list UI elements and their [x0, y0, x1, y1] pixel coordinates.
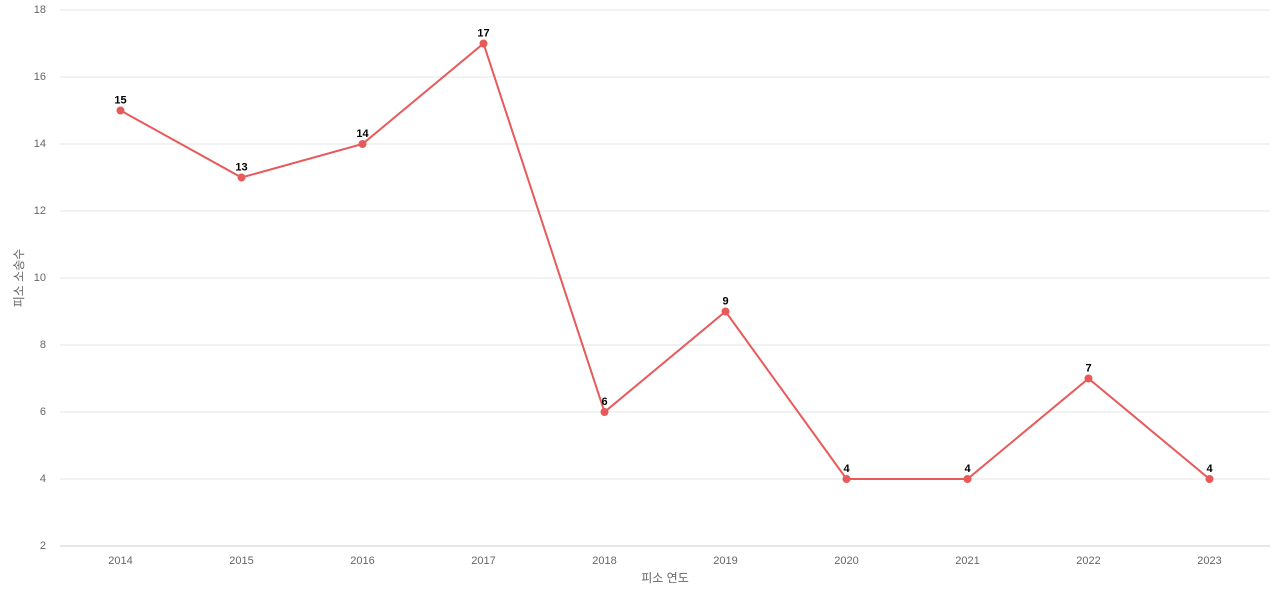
x-tick-label: 2019: [713, 555, 737, 567]
point: [1205, 475, 1214, 483]
y-tick-label: 12: [34, 205, 46, 217]
y-tick-label: 14: [34, 138, 46, 150]
y-tick-label: 8: [40, 339, 46, 351]
x-tick-label: 2023: [1197, 555, 1221, 567]
y-axis-title: 피소 소송수: [12, 249, 26, 308]
data-label: 4: [843, 463, 850, 475]
y-tick-label: 2: [40, 540, 46, 552]
data-label: 15: [114, 94, 126, 106]
x-tick-label: 2014: [108, 555, 132, 567]
point: [358, 140, 367, 148]
data-label: 13: [235, 161, 247, 173]
data-label: 4: [964, 463, 971, 475]
x-tick-label: 2018: [592, 555, 616, 567]
data-label: 9: [722, 295, 728, 307]
y-tick-label: 6: [40, 406, 46, 418]
y-tick-label: 10: [34, 272, 46, 284]
x-axis-title: 피소 연도: [641, 571, 689, 585]
x-tick-label: 2017: [471, 555, 495, 567]
point: [1084, 374, 1093, 383]
point: [842, 475, 851, 483]
line: [120, 41, 1211, 480]
y-tick-label: 16: [34, 71, 46, 83]
x-tick-label: 2015: [229, 555, 253, 567]
data-label: 17: [477, 27, 489, 39]
x-tick-label: 2022: [1076, 555, 1100, 567]
x-tick-label: 2016: [350, 555, 374, 567]
data-label: 6: [601, 396, 607, 408]
point: [237, 173, 246, 182]
y-tick-label: 4: [40, 473, 46, 485]
x-tick-label: 2021: [955, 555, 979, 567]
point: [600, 408, 609, 416]
x-tick-label: 2020: [834, 555, 858, 567]
data-label: 14: [356, 128, 369, 140]
point: [116, 106, 125, 115]
point: [963, 475, 972, 483]
y-tick-label: 18: [34, 4, 46, 16]
data-label: 7: [1085, 362, 1091, 374]
point: [721, 307, 730, 316]
data-label: 4: [1206, 463, 1213, 475]
point: [479, 39, 488, 48]
